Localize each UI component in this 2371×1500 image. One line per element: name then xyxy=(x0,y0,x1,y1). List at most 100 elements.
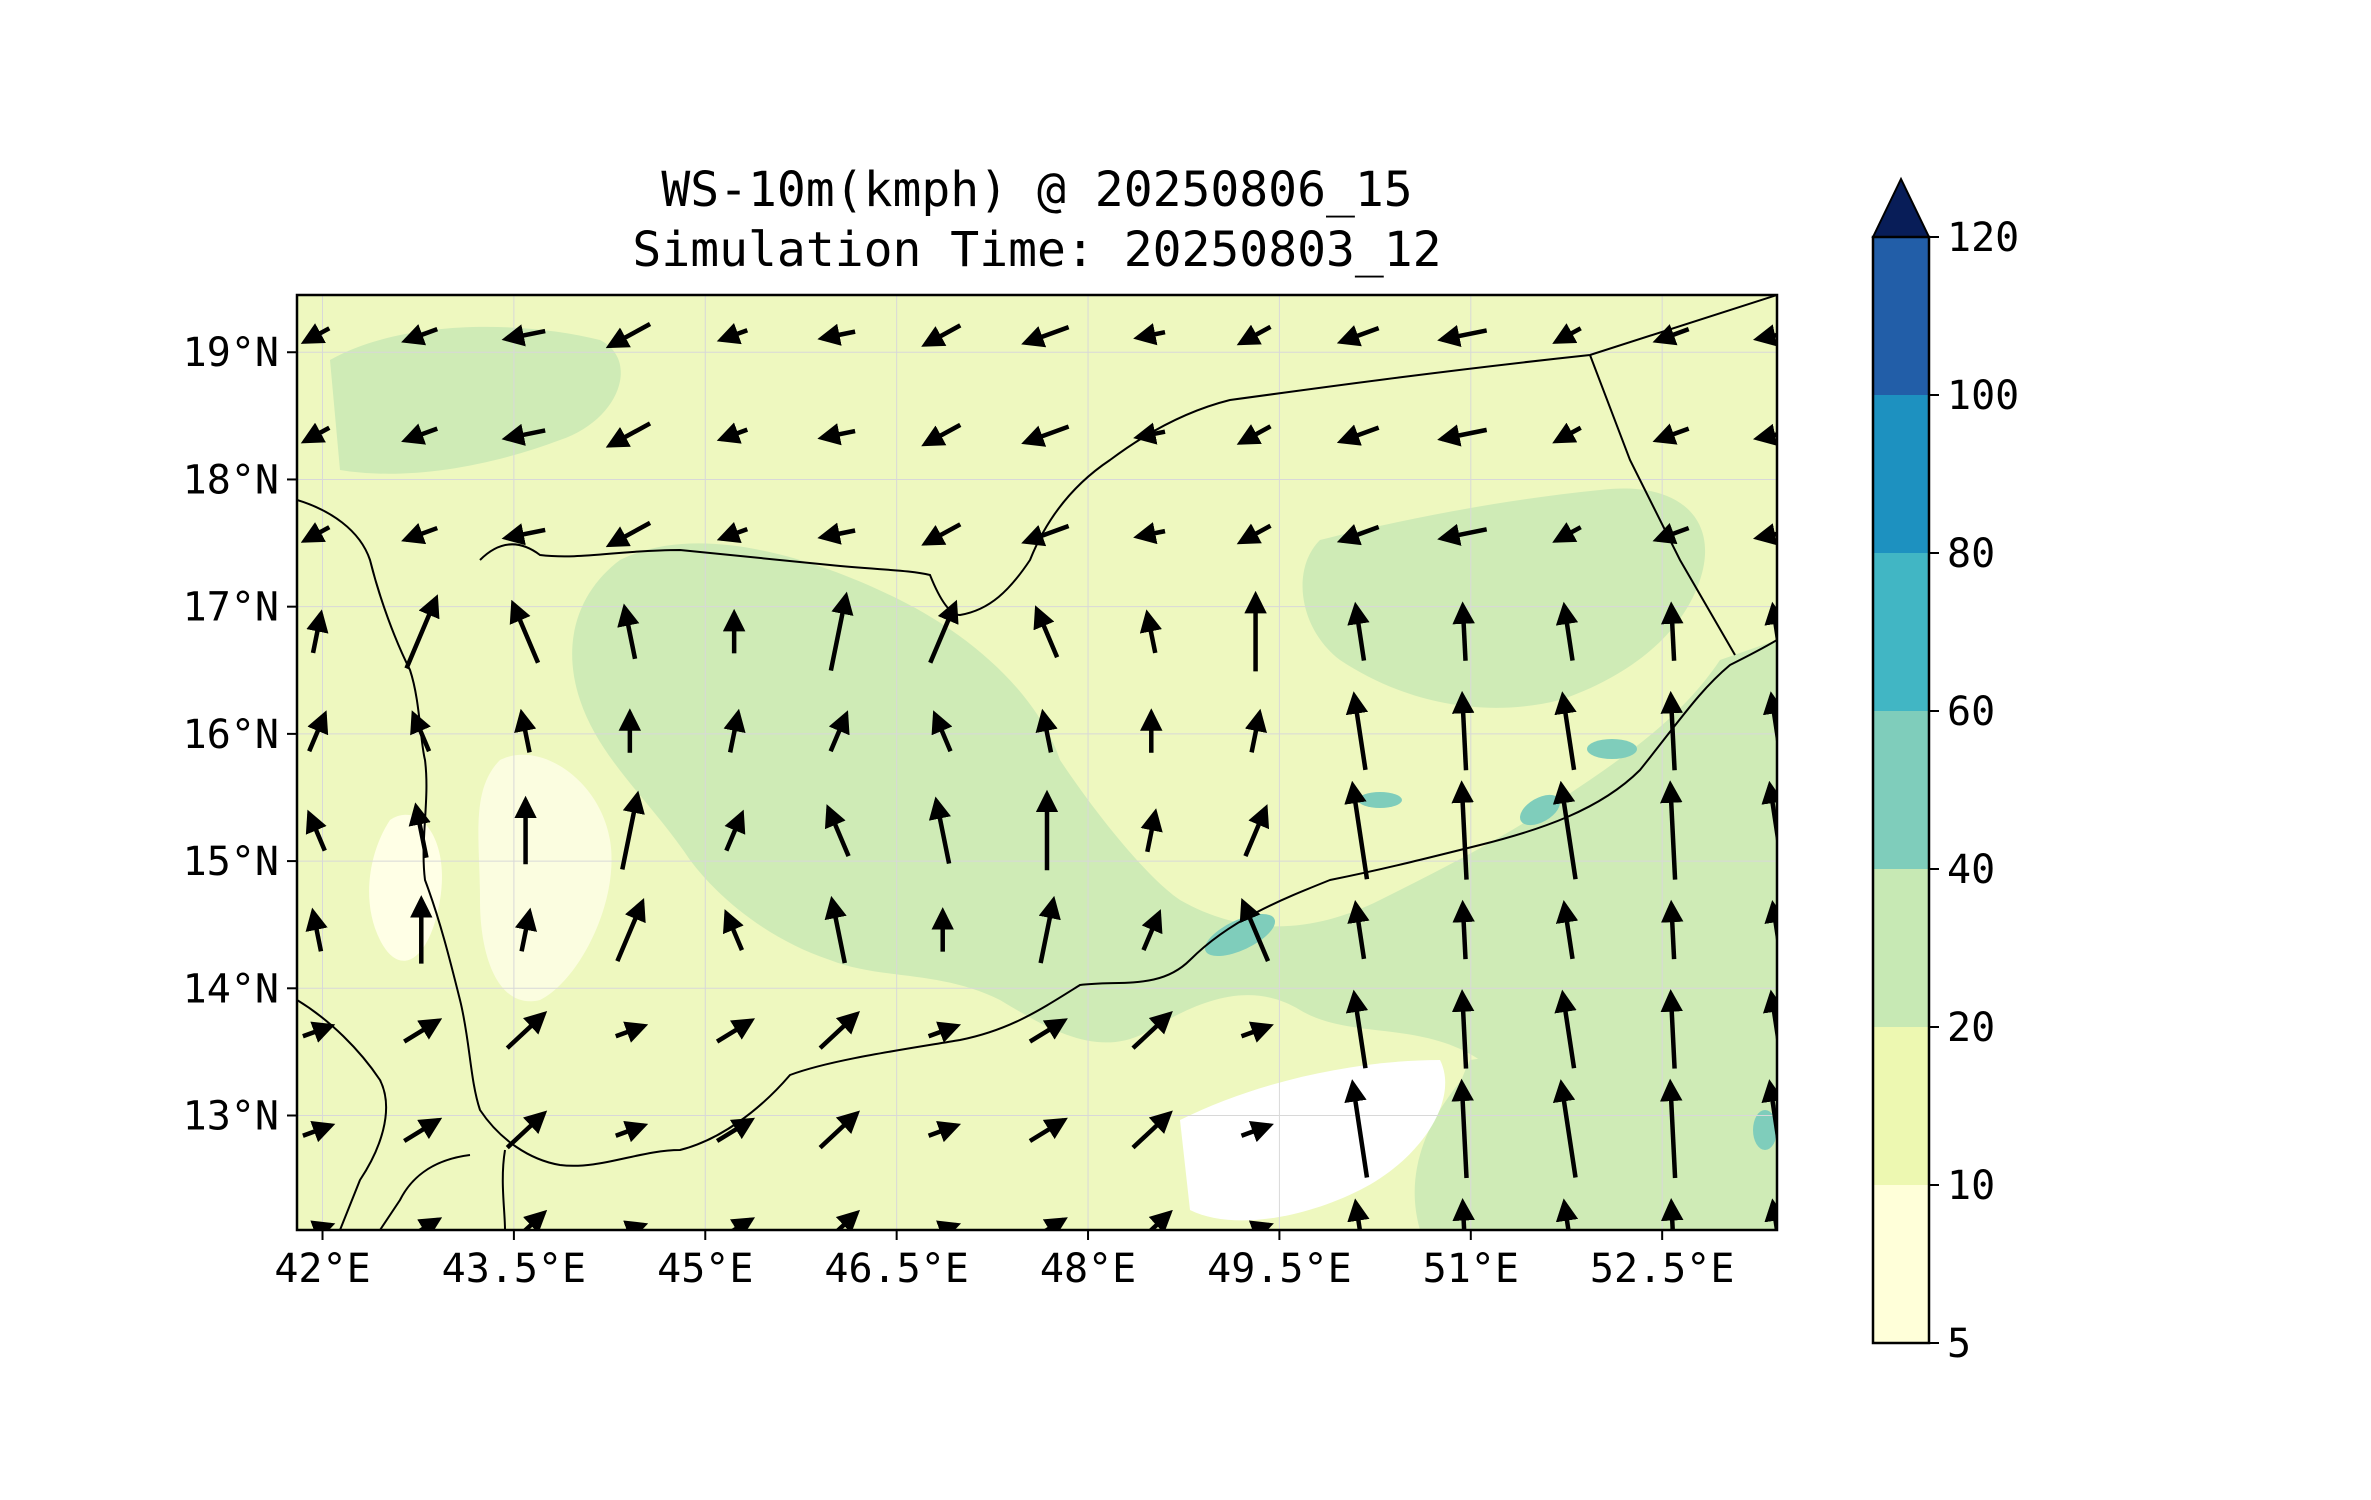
wind-arrow xyxy=(921,522,962,546)
wind-arrow xyxy=(514,907,537,952)
wind-arrow xyxy=(1131,1110,1173,1150)
wind-arrow xyxy=(1344,1079,1370,1178)
colorbar-tick-label: 5 xyxy=(1947,1321,1971,1367)
wind-arrow xyxy=(1761,780,1777,848)
wind-arrow xyxy=(410,710,432,753)
wind-arrow xyxy=(1752,423,1777,446)
wind-arrow xyxy=(1345,989,1369,1069)
y-tick-label: 16°N xyxy=(183,712,279,758)
wind-arrow xyxy=(828,591,854,672)
wind-arrow xyxy=(505,1011,548,1050)
wind-arrow xyxy=(1661,899,1684,960)
wind-arrow xyxy=(522,1209,548,1230)
wind-arrow xyxy=(1243,804,1270,858)
wind-arrow xyxy=(1042,1217,1068,1230)
wind-arrow xyxy=(306,609,329,654)
y-tick-label: 13°N xyxy=(183,1094,279,1140)
colorbar-segment xyxy=(1873,237,1929,395)
wind-arrow xyxy=(1038,895,1061,964)
plot-title: WS-10m(kmph) @ 20250806_15 Simulation Ti… xyxy=(297,160,1777,280)
wind-arrow xyxy=(514,708,537,753)
wind-arrow xyxy=(1752,324,1777,347)
wind-arrow xyxy=(1133,522,1166,545)
wind-arrow xyxy=(1752,523,1777,546)
wind-arrow xyxy=(1344,780,1370,880)
wind-arrow xyxy=(1652,423,1690,445)
wind-arrow xyxy=(509,599,541,664)
colorbar-tick-label: 100 xyxy=(1947,373,2019,419)
wind-arrow xyxy=(1437,424,1488,447)
wind-arrow xyxy=(1021,523,1070,547)
wind-arrow xyxy=(1133,323,1166,346)
y-tick-label: 19°N xyxy=(183,330,279,376)
wind-arrow xyxy=(305,907,328,952)
wind-arrow xyxy=(605,520,652,548)
x-axis: 42°E 43.5°E 45°E 46.5°E 48°E 49.5°E 51°E 52.5°E xyxy=(274,1230,1734,1292)
wind-arrow xyxy=(1452,601,1475,661)
wind-arrow xyxy=(1021,324,1070,348)
wind-arrow xyxy=(305,809,327,852)
wind-arrow xyxy=(817,323,856,346)
wind-arrow xyxy=(1345,691,1369,771)
wind-arrow xyxy=(620,790,645,870)
colorbar-tick-label: 20 xyxy=(1947,1005,1995,1051)
wind-arrow xyxy=(828,710,850,753)
colorbar-tick-label: 40 xyxy=(1947,847,1995,893)
x-tick-label: 49.5°E xyxy=(1207,1246,1352,1292)
colorbar-segment xyxy=(1873,553,1929,711)
wind-arrow xyxy=(724,809,746,852)
wind-arrow xyxy=(927,1021,962,1043)
colorbar-frame xyxy=(1871,235,1931,1345)
colorbar-segment xyxy=(1873,1027,1929,1185)
wind-arrow xyxy=(1336,524,1380,546)
wind-arrow xyxy=(1133,422,1166,445)
wind-arrow xyxy=(1437,523,1488,546)
wind-arrow xyxy=(1660,780,1683,880)
wind-arrow xyxy=(1244,708,1267,753)
wind-speed-shading xyxy=(297,295,1777,1230)
wind-arrow xyxy=(1451,1078,1474,1179)
wind-arrow xyxy=(928,796,952,865)
wind-arrow xyxy=(302,1121,336,1143)
x-tick-label: 48°E xyxy=(1040,1246,1136,1292)
wind-arrow xyxy=(1761,1079,1777,1146)
wind-arrow xyxy=(1336,424,1380,446)
wind-arrow xyxy=(307,710,329,753)
wind-arrow xyxy=(716,323,749,345)
wind-arrow xyxy=(715,1117,756,1143)
wind-arrow xyxy=(835,1209,861,1230)
wind-arrow xyxy=(302,1021,336,1043)
wind-arrow xyxy=(1764,900,1777,947)
colorbar-tick-label: 120 xyxy=(1947,215,2019,261)
wind-arrow xyxy=(1660,989,1683,1069)
wind-arrow xyxy=(936,1220,962,1230)
wind-arrow xyxy=(1347,900,1370,960)
wind-arrow xyxy=(1028,1117,1068,1143)
wind-arrow xyxy=(1660,690,1683,771)
wind-arrow xyxy=(614,1021,649,1043)
wind-arrow xyxy=(615,898,646,963)
wind-arrow xyxy=(1028,1018,1068,1044)
colorbar-tick-label: 10 xyxy=(1947,1163,1995,1209)
wind-arrow xyxy=(1762,691,1777,748)
wind-arrow xyxy=(1554,691,1577,771)
wind-arrow xyxy=(300,422,331,444)
wind-arrow xyxy=(1141,909,1163,951)
wind-arrow xyxy=(1139,609,1162,654)
y-tick-label: 17°N xyxy=(183,585,279,631)
wind-arrow xyxy=(1131,1011,1173,1050)
colorbar-segment xyxy=(1873,395,1929,553)
wind-arrow xyxy=(715,1018,756,1044)
colorbar-tick-label: 60 xyxy=(1947,689,1995,735)
x-tick-label: 46.5°E xyxy=(824,1246,969,1292)
wind-arrow xyxy=(1239,898,1271,963)
wind-arrow xyxy=(1661,601,1684,661)
wind-arrow xyxy=(1437,324,1488,348)
wind-arrow xyxy=(1140,808,1163,853)
x-tick-label: 52.5°E xyxy=(1590,1246,1735,1292)
wind-arrow xyxy=(1552,422,1582,444)
wind-arrow xyxy=(1552,522,1582,543)
wind-arrow xyxy=(300,323,331,344)
wind-arrow xyxy=(1762,989,1777,1047)
